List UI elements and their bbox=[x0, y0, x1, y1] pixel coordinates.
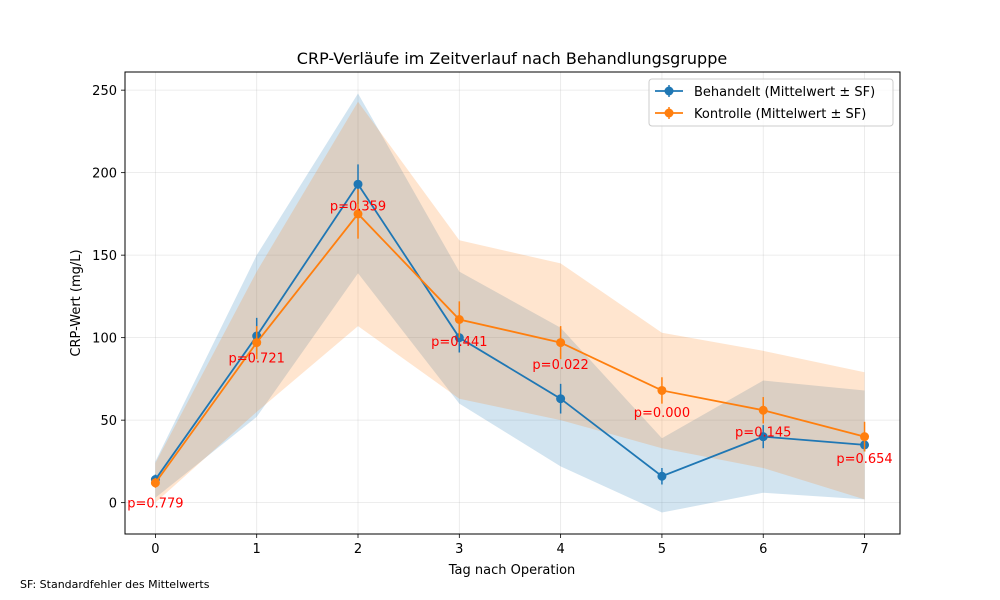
data-point bbox=[758, 405, 768, 415]
x-tick-label: 0 bbox=[151, 542, 159, 557]
series-line bbox=[154, 182, 865, 481]
legend-label: Behandelt (Mittelwert ± SF) bbox=[694, 85, 875, 100]
p-value-label: p=0.779 bbox=[127, 497, 183, 512]
p-value-label: p=0.000 bbox=[634, 406, 690, 421]
y-axis-label: CRP-Wert (mg/L) bbox=[69, 249, 84, 356]
y-tick-label: 0 bbox=[109, 497, 117, 512]
grid-lines bbox=[125, 72, 900, 534]
data-point bbox=[353, 209, 363, 219]
p-value-label: p=0.721 bbox=[229, 351, 285, 366]
y-tick-label: 250 bbox=[92, 84, 117, 99]
legend-item-1: Behandelt (Mittelwert ± SF) bbox=[655, 85, 875, 100]
legend-marker bbox=[664, 108, 674, 118]
p-value-label: p=0.359 bbox=[330, 200, 386, 215]
p-value-label: p=0.654 bbox=[836, 452, 892, 467]
data-point bbox=[556, 338, 566, 348]
confidence-bands bbox=[155, 93, 865, 513]
p-value-annotations: p=0.779 p=0.721 p=0.359 p=0.441 p=0.022 p=0.0… bbox=[127, 200, 893, 512]
p-value-label: p=0.022 bbox=[532, 358, 588, 373]
p-value-label: p=0.145 bbox=[735, 426, 791, 441]
plot-frame bbox=[124, 71, 901, 535]
y-tick-label: 50 bbox=[100, 414, 117, 429]
chart-title: CRP-Verläufe im Zeitverlauf nach Behandl… bbox=[297, 49, 727, 68]
x-tick-label: 5 bbox=[658, 542, 666, 557]
data-point bbox=[454, 315, 464, 324]
series-2 bbox=[150, 189, 870, 488]
legend-item-2: Kontrolle (Mittelwert ± SF) bbox=[655, 107, 866, 122]
band-series-1 bbox=[155, 93, 865, 513]
data-point bbox=[353, 179, 363, 189]
y-tick-label: 200 bbox=[92, 167, 117, 182]
x-tick-label: 7 bbox=[860, 542, 868, 557]
legend-box bbox=[648, 78, 894, 127]
x-tick-label: 3 bbox=[455, 542, 463, 557]
data-point bbox=[657, 471, 667, 481]
data-point bbox=[252, 338, 262, 348]
series-lines bbox=[150, 164, 870, 488]
data-point bbox=[556, 394, 566, 404]
legend-label: Kontrolle (Mittelwert ± SF) bbox=[694, 107, 866, 122]
data-point bbox=[657, 385, 667, 395]
x-tick-label: 4 bbox=[556, 542, 564, 557]
y-tick-label: 100 bbox=[92, 332, 117, 347]
x-tick-label: 1 bbox=[253, 542, 261, 557]
legend-marker bbox=[664, 86, 674, 96]
data-point bbox=[758, 432, 768, 442]
series-line bbox=[154, 212, 865, 484]
legend: Behandelt (Mittelwert ± SF) Kontrolle (Mi… bbox=[648, 78, 894, 127]
p-value-label: p=0.441 bbox=[431, 335, 487, 350]
y-tick-label: 150 bbox=[92, 249, 117, 264]
x-tick-label: 2 bbox=[354, 542, 362, 557]
data-point bbox=[860, 432, 870, 442]
x-tick-label: 6 bbox=[759, 542, 767, 557]
axis-ticks: 0 1 2 3 4 5 6 7 0 50 100 150 200 250 bbox=[92, 84, 869, 557]
x-axis-label: Tag nach Operation bbox=[448, 563, 576, 578]
band-series-2 bbox=[155, 101, 865, 503]
data-point bbox=[150, 478, 160, 488]
footnote: SF: Standardfehler des Mittelwerts bbox=[20, 578, 210, 591]
